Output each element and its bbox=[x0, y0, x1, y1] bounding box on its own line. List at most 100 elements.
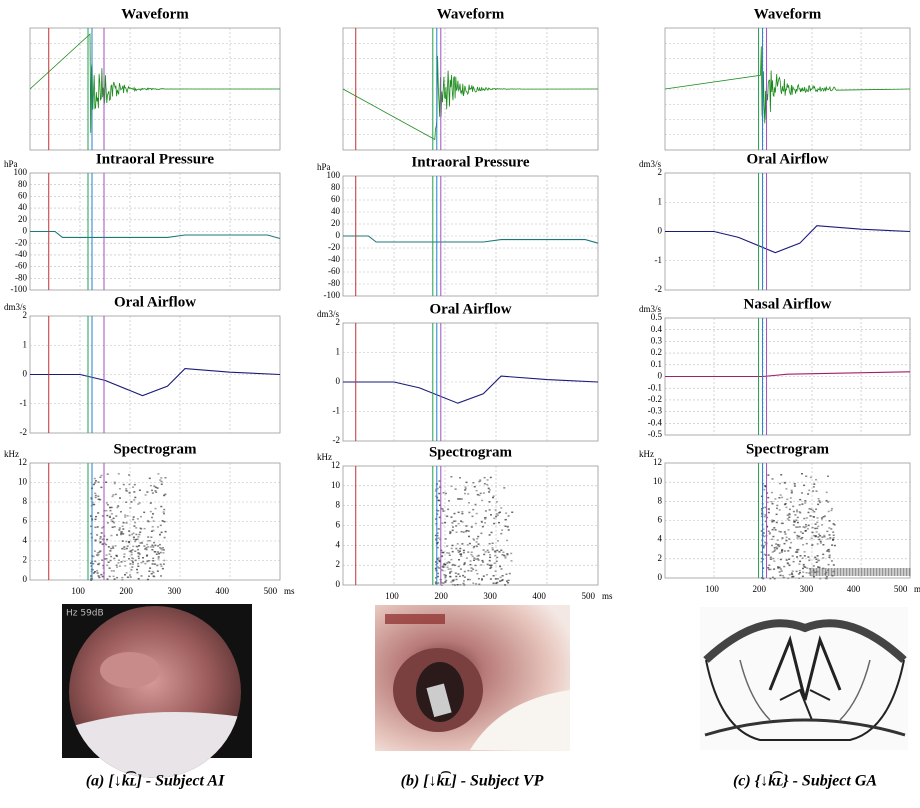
spectrogram-cell bbox=[458, 498, 461, 500]
y-tick-label: 0 bbox=[336, 579, 341, 589]
spectrogram-cell bbox=[161, 567, 164, 570]
spectrogram-cell bbox=[798, 511, 801, 513]
unit-label: kHz bbox=[317, 452, 332, 462]
spectrogram-cell bbox=[830, 568, 833, 576]
spectrogram-cell bbox=[828, 556, 831, 558]
spectrogram-cell bbox=[96, 534, 99, 536]
spectrogram-cell bbox=[435, 577, 437, 579]
spectrogram-cell bbox=[462, 582, 465, 585]
spectrogram-cell bbox=[477, 535, 480, 538]
spectrogram-cell bbox=[767, 496, 770, 499]
spectrogram-cell bbox=[811, 526, 814, 529]
x-tick-label: 200 bbox=[752, 584, 766, 594]
y-tick-label: 8 bbox=[336, 500, 341, 510]
spectrogram-cell bbox=[122, 533, 125, 535]
spectrogram-cell bbox=[816, 517, 819, 519]
y-tick-label: -60 bbox=[328, 266, 340, 276]
spectrogram-cell bbox=[475, 489, 478, 492]
spectrogram-cell bbox=[788, 573, 791, 576]
spectrogram-cell bbox=[807, 511, 810, 514]
spectrogram-cell bbox=[449, 572, 451, 574]
spectrogram-cell bbox=[459, 553, 462, 555]
spectrogram-cell bbox=[832, 531, 835, 533]
spectrogram-cell bbox=[461, 511, 464, 513]
unit-label: dm3/s bbox=[639, 159, 662, 169]
spectrogram-cell bbox=[490, 564, 493, 566]
spectrogram-cell bbox=[506, 580, 508, 582]
spectrogram-cell bbox=[147, 540, 150, 542]
spectrogram-cell bbox=[160, 505, 163, 508]
spectrogram-cell bbox=[476, 555, 479, 557]
spectrogram-cell bbox=[116, 566, 118, 568]
panel-title: Spectrogram bbox=[746, 441, 830, 457]
spectrogram-cell bbox=[441, 522, 444, 524]
spectrogram-cell bbox=[476, 493, 479, 496]
unit-label: hPa bbox=[317, 162, 331, 172]
spectrogram-cell bbox=[455, 578, 458, 581]
spectrogram-cell bbox=[124, 565, 127, 567]
spectrogram-cell bbox=[117, 473, 120, 475]
spectrogram-cell bbox=[481, 578, 483, 580]
spectrogram-cell bbox=[99, 550, 102, 552]
spectrogram-cell bbox=[497, 540, 499, 542]
spectrogram-cell bbox=[468, 511, 471, 514]
spectrogram-cell bbox=[138, 533, 141, 536]
spectrogram-cell bbox=[137, 562, 139, 565]
spectrogram-cell bbox=[151, 544, 154, 547]
spectrogram-cell bbox=[158, 543, 161, 546]
spectrogram-cell bbox=[487, 551, 490, 553]
spectrogram-cell bbox=[799, 512, 802, 514]
spectrogram-cell bbox=[831, 544, 834, 546]
spectrogram-cell bbox=[787, 550, 790, 552]
spectrogram-cell bbox=[783, 531, 786, 533]
spectrogram-cell bbox=[462, 531, 465, 533]
spectrogram-cell bbox=[488, 509, 491, 511]
spectrogram-cell bbox=[767, 554, 770, 556]
spectrogram-cell bbox=[764, 506, 767, 509]
y-tick-label: 2 bbox=[658, 167, 663, 177]
spectrogram-cell bbox=[106, 473, 109, 475]
spectrogram-cell bbox=[161, 547, 164, 549]
spectrogram-cell bbox=[140, 541, 143, 544]
spectrogram-cell bbox=[442, 582, 445, 584]
spectrogram-cell bbox=[130, 553, 133, 556]
spectrogram-cell bbox=[437, 528, 440, 530]
spectrogram-cell bbox=[146, 543, 149, 546]
spectrogram-cell bbox=[761, 512, 763, 514]
spectrogram-cell bbox=[446, 545, 449, 547]
spectrogram-cell bbox=[908, 568, 911, 576]
spectrogram-cell bbox=[760, 495, 763, 498]
spectrogram-cell bbox=[434, 490, 437, 492]
spectrogram-cell bbox=[488, 559, 491, 562]
spectrogram-cell bbox=[496, 581, 499, 584]
y-tick-label: -60 bbox=[15, 261, 27, 271]
spectrogram-cell bbox=[792, 560, 795, 563]
spectrogram-cell bbox=[801, 532, 804, 534]
spectrogram-cell bbox=[771, 528, 774, 531]
y-tick-label: -2 bbox=[333, 435, 341, 445]
spectrogram-cell bbox=[117, 562, 120, 564]
spectrogram-cell bbox=[437, 566, 439, 568]
spectrogram-cell bbox=[788, 519, 790, 521]
spectrogram-cell bbox=[482, 549, 485, 551]
y-tick-label: -1 bbox=[333, 406, 341, 416]
spectrogram-cell bbox=[501, 529, 504, 531]
spectrogram-cell bbox=[134, 550, 137, 552]
spectrogram-cell bbox=[817, 503, 820, 506]
spectrogram-cell bbox=[90, 575, 93, 578]
spectrogram-cell bbox=[466, 544, 469, 546]
spectrogram-cell bbox=[805, 517, 808, 519]
spectrogram-cell bbox=[788, 508, 791, 511]
spectrogram-cell bbox=[464, 530, 467, 533]
spectrogram-cell bbox=[825, 499, 828, 502]
spectrogram-cell bbox=[159, 551, 162, 554]
x-tick-label: 300 bbox=[167, 586, 181, 596]
spectrogram-cell bbox=[779, 494, 782, 496]
spectrogram-cell bbox=[477, 578, 480, 580]
spectrogram-cell bbox=[793, 485, 796, 487]
spectrogram-cell bbox=[501, 554, 504, 556]
waveform-trace bbox=[342, 55, 599, 141]
spectrogram-cell bbox=[778, 566, 781, 569]
spectrogram-cell bbox=[115, 554, 118, 557]
spectrogram-cell bbox=[496, 556, 499, 559]
